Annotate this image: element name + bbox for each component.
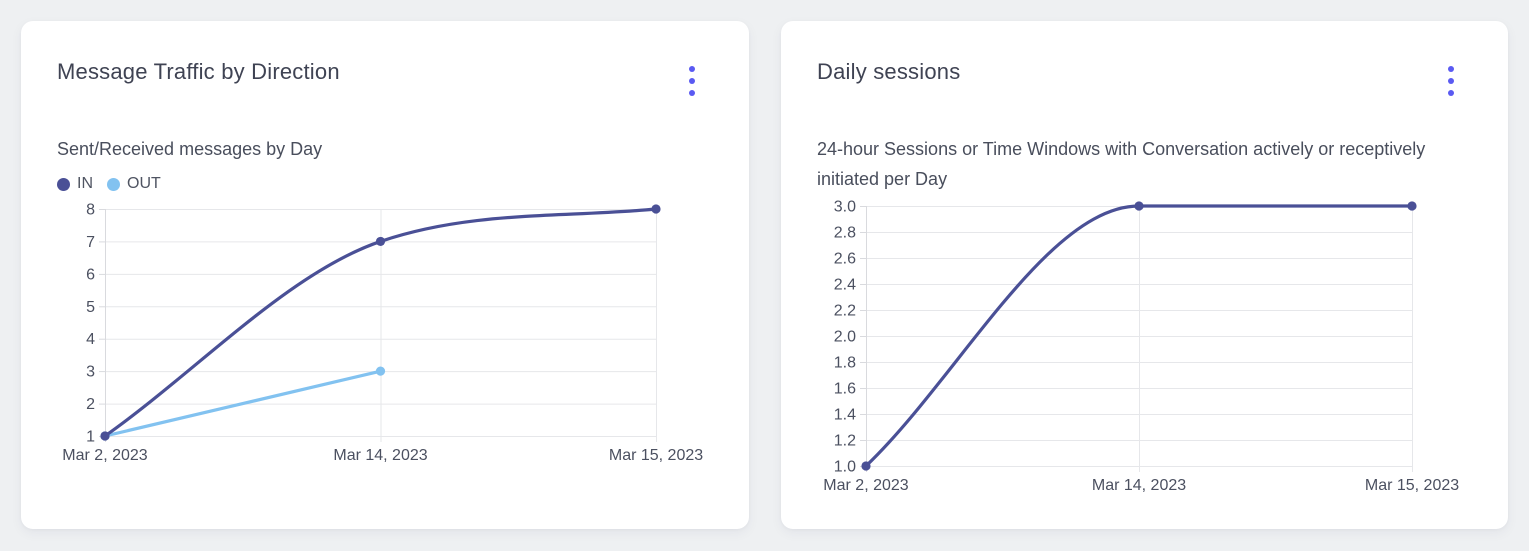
series-line-sessions — [864, 204, 1414, 468]
card-subtitle: 24-hour Sessions or Time Windows with Co… — [817, 139, 1426, 189]
svg-text:1.8: 1.8 — [834, 355, 856, 372]
svg-text:5: 5 — [86, 299, 95, 316]
svg-text:8: 8 — [86, 202, 95, 219]
legend-dot-icon — [107, 177, 120, 191]
svg-text:Mar 14, 2023: Mar 14, 2023 — [333, 447, 427, 464]
legend-label: OUT — [127, 175, 161, 192]
svg-text:1.4: 1.4 — [834, 407, 856, 424]
svg-text:2.2: 2.2 — [834, 303, 856, 320]
message-traffic-card: Message Traffic by Direction Sent/Receiv… — [21, 21, 749, 529]
x-axis-labels: Mar 2, 2023 Mar 14, 2023 Mar 15, 2023 — [823, 477, 1459, 494]
y-axis-labels: 1.0 1.2 1.4 1.6 1.8 2.0 2.2 2.4 2.6 2.8 3.0 — [834, 199, 856, 476]
svg-text:2: 2 — [86, 396, 95, 413]
svg-text:2.4: 2.4 — [834, 277, 856, 294]
card-menu-button[interactable] — [683, 59, 701, 103]
legend-item-out[interactable]: OUT — [107, 175, 161, 193]
data-point-in[interactable] — [375, 236, 386, 247]
svg-text:Mar 15, 2023: Mar 15, 2023 — [609, 447, 703, 464]
svg-text:3: 3 — [86, 364, 95, 381]
data-point-in[interactable] — [100, 431, 110, 441]
svg-text:2.6: 2.6 — [834, 251, 856, 268]
legend-dot-icon — [57, 177, 70, 191]
svg-text:4: 4 — [86, 331, 95, 348]
daily-sessions-card: Daily sessions 24-hour Sessions or Time … — [781, 21, 1508, 529]
svg-text:Mar 2, 2023: Mar 2, 2023 — [823, 477, 908, 494]
svg-text:2.0: 2.0 — [834, 329, 856, 346]
svg-text:Mar 2, 2023: Mar 2, 2023 — [62, 447, 147, 464]
kebab-menu-icon — [1448, 63, 1454, 99]
svg-text:1: 1 — [86, 429, 95, 446]
svg-text:2.8: 2.8 — [834, 225, 856, 242]
svg-text:Mar 14, 2023: Mar 14, 2023 — [1092, 477, 1186, 494]
y-axis-labels: 1 2 3 4 5 6 7 8 — [86, 202, 95, 446]
svg-text:3.0: 3.0 — [834, 199, 856, 216]
y-axis — [99, 209, 106, 442]
daily-sessions-chart[interactable]: 1.0 1.2 1.4 1.6 1.8 2.0 2.2 2.4 2.6 2.8 3.0 Mar 2, … — [817, 199, 1477, 509]
svg-text:1.0: 1.0 — [834, 459, 856, 476]
card-title: Message Traffic by Direction — [57, 59, 340, 84]
y-axis — [860, 206, 867, 472]
gridlines — [866, 206, 1413, 472]
data-point-sessions[interactable] — [1407, 201, 1417, 211]
data-point-sessions[interactable] — [861, 461, 871, 471]
svg-text:1.2: 1.2 — [834, 433, 856, 450]
card-title: Daily sessions — [817, 59, 961, 84]
legend-item-in[interactable]: IN — [57, 175, 93, 193]
kebab-menu-icon — [689, 63, 695, 99]
x-axis-labels: Mar 2, 2023 Mar 14, 2023 Mar 15, 2023 — [62, 447, 703, 464]
data-point-sessions[interactable] — [1134, 201, 1144, 211]
card-menu-button[interactable] — [1442, 59, 1460, 103]
legend-label: IN — [77, 175, 93, 192]
card-subtitle: Sent/Received messages by Day — [57, 139, 323, 159]
card-header: Message Traffic by Direction — [57, 57, 715, 103]
svg-text:Mar 15, 2023: Mar 15, 2023 — [1365, 477, 1459, 494]
message-traffic-chart[interactable]: 1 2 3 4 5 6 7 8 Mar 2, 2023 Mar 14, 2023 Mar 15, 2… — [57, 194, 717, 494]
data-point-out[interactable] — [375, 366, 386, 376]
svg-text:6: 6 — [86, 266, 95, 283]
svg-text:7: 7 — [86, 234, 95, 251]
series-line-out — [103, 369, 383, 438]
svg-text:1.6: 1.6 — [834, 381, 856, 398]
data-point-in[interactable] — [651, 204, 661, 214]
card-header: Daily sessions — [817, 57, 1474, 103]
chart-legend: IN OUT — [57, 174, 715, 194]
